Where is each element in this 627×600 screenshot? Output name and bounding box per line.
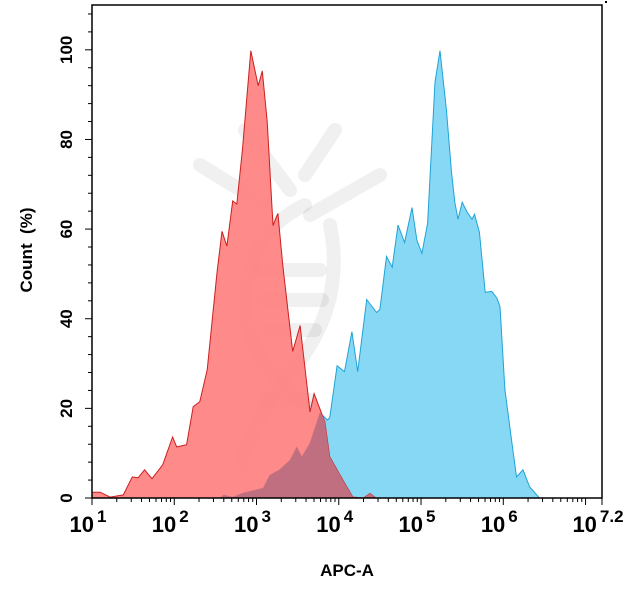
x-tick-label: 10 7.2 — [572, 507, 623, 537]
axes: 0 20 40 60 80 100 10 1 10 2 10 3 10 4 10 5 10 6 10 7.2 — [57, 1, 624, 537]
x-tick-label: 10 1 — [70, 507, 107, 537]
x-tick-label: 10 3 — [234, 507, 271, 537]
x-axis-label: APC-A — [320, 561, 374, 580]
x-tick-label: 10 2 — [152, 507, 189, 537]
y-tick-label: 80 — [57, 130, 76, 149]
plot-area — [92, 50, 541, 498]
x-tick-label: 10 6 — [481, 507, 518, 537]
plot-frame — [91, 4, 603, 499]
y-axis-label: Count (%) — [17, 208, 36, 293]
corner-mark — [605, 1, 607, 3]
y-tick-label: 20 — [57, 399, 76, 418]
y-tick-label: 0 — [57, 493, 76, 502]
y-tick-label: 100 — [57, 36, 76, 64]
y-tick-label: 60 — [57, 220, 76, 239]
x-tick-label: 10 4 — [316, 507, 353, 537]
y-tick-label: 40 — [57, 309, 76, 328]
x-tick-label: 10 5 — [399, 507, 436, 537]
